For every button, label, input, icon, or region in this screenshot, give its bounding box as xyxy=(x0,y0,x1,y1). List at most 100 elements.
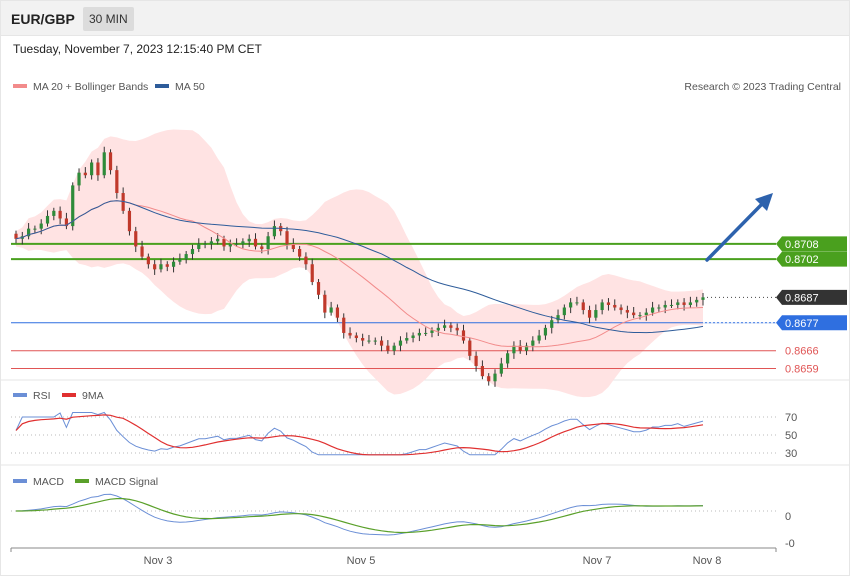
legend-rsi-swatch xyxy=(13,393,27,397)
price-labels: 0.8708 0.8702 0.8687 0.8677 0.8666 0.8659 xyxy=(776,236,847,376)
candle-body xyxy=(291,243,295,249)
candle-body xyxy=(216,238,220,242)
candle-body xyxy=(367,340,371,342)
candle-body xyxy=(606,302,611,305)
candle-body xyxy=(209,241,213,244)
candle-body xyxy=(108,152,113,171)
macd-signal-line xyxy=(16,498,704,534)
candle-body xyxy=(203,243,207,245)
macd-tick-0: 0 xyxy=(785,511,791,523)
candle-body xyxy=(165,264,169,267)
candle-body xyxy=(323,294,327,313)
candle-body xyxy=(197,243,201,249)
candle-body xyxy=(310,264,314,283)
candle-body xyxy=(398,340,403,346)
candle-body xyxy=(386,345,390,351)
level-tag-2 xyxy=(776,289,847,305)
candle-body xyxy=(178,259,182,262)
candle-body xyxy=(184,254,188,260)
legend-macd-label: MACD xyxy=(33,476,64,488)
bollinger-bands xyxy=(16,129,703,398)
candle-body xyxy=(234,243,239,245)
candle-body xyxy=(638,315,642,317)
candle-body xyxy=(335,307,340,318)
candle-body xyxy=(569,302,573,308)
candle-body xyxy=(613,304,617,308)
rsi-line xyxy=(15,411,704,456)
level-tag-3 xyxy=(776,315,847,331)
level-tag-1 xyxy=(776,251,847,267)
candle-body xyxy=(663,304,667,308)
rsi-tick-50: 50 xyxy=(785,430,797,442)
level-label-1: 0.8702 xyxy=(785,254,819,266)
x-tick-nov7: Nov 7 xyxy=(583,555,612,567)
candle-body xyxy=(361,338,365,341)
candle-body xyxy=(64,218,69,227)
candle-body xyxy=(424,332,428,334)
copyright-label: Research © 2023 Trading Central xyxy=(684,81,841,93)
candle-body xyxy=(222,238,226,247)
candle-body xyxy=(543,327,548,336)
symbol-label: EUR/GBP xyxy=(11,11,75,27)
candle-body xyxy=(556,315,560,321)
candle-body xyxy=(493,373,497,382)
level-label-0: 0.8708 xyxy=(785,239,819,251)
candle-body xyxy=(669,304,674,306)
candle-body xyxy=(600,302,604,311)
candle-body xyxy=(127,210,132,232)
candle-body xyxy=(342,317,346,333)
candle-body xyxy=(562,307,566,316)
level-label-4: 0.8666 xyxy=(785,346,819,358)
x-tick-nov8: Nov 8 xyxy=(693,555,722,567)
candle-body xyxy=(247,238,251,242)
x-tick-nov3: Nov 3 xyxy=(144,555,173,567)
candle-body xyxy=(449,325,453,328)
candle-body xyxy=(650,307,655,313)
legend-rsi-label: RSI xyxy=(33,390,51,402)
candle-body xyxy=(171,261,176,267)
candle-body xyxy=(316,282,321,295)
candle-body xyxy=(96,162,100,176)
candle-body xyxy=(27,228,31,237)
candle-body xyxy=(581,302,585,311)
candle-body xyxy=(379,340,384,346)
legend-macd-signal-label: MACD Signal xyxy=(95,476,158,488)
legend-bb-label: MA 20 + Bollinger Bands xyxy=(33,81,148,93)
level-label-5: 0.8659 xyxy=(785,364,819,376)
candle-body xyxy=(102,152,106,176)
candle-body xyxy=(474,355,478,367)
candle-body xyxy=(90,162,94,176)
candle-body xyxy=(468,340,472,356)
legend-rsi-ma-label: 9MA xyxy=(82,390,104,402)
bollinger-band-fill xyxy=(16,129,703,398)
candle-body xyxy=(531,340,535,346)
candle-body xyxy=(695,299,699,303)
candle-body xyxy=(632,312,636,316)
candle-body xyxy=(266,236,270,249)
legend-macd-signal-swatch xyxy=(75,479,89,483)
legend-ma50-swatch xyxy=(155,84,169,88)
candle-body xyxy=(140,246,144,257)
candle-body xyxy=(285,231,289,244)
candle-body xyxy=(625,310,629,313)
candle-body xyxy=(392,345,396,351)
candle-body xyxy=(272,226,277,237)
candle-body xyxy=(260,246,264,249)
candle-body xyxy=(405,338,409,341)
rsi-tick-70: 70 xyxy=(785,412,797,424)
timeframe-button[interactable]: 30 MIN xyxy=(83,7,134,31)
candle-body xyxy=(159,264,163,270)
legend-macd-swatch xyxy=(13,479,27,483)
candle-body xyxy=(512,345,516,354)
candle-body xyxy=(58,210,62,219)
candle-body xyxy=(411,335,415,339)
chart-datetime: Tuesday, November 7, 2023 12:15:40 PM CE… xyxy=(13,42,262,56)
candle-body xyxy=(190,248,195,255)
moving-averages xyxy=(15,200,704,348)
level-label-3: 0.8677 xyxy=(785,318,819,330)
candle-body xyxy=(121,193,125,211)
candle-body xyxy=(587,310,592,318)
candle-body xyxy=(329,307,333,313)
x-tick-nov5: Nov 5 xyxy=(347,555,376,567)
